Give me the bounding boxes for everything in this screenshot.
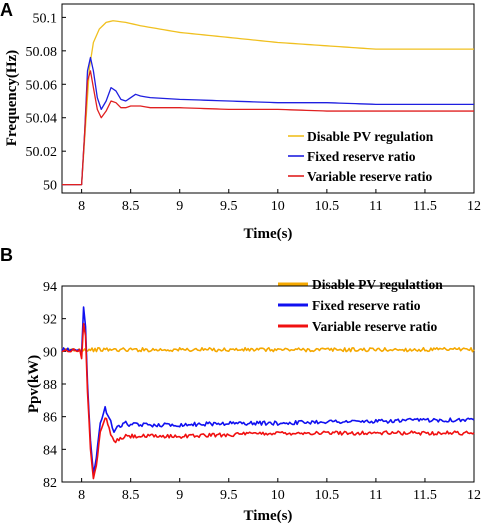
panel-a-xtick-label: 10: [271, 199, 285, 214]
panel-a-ytick-label: 50.06: [26, 78, 58, 93]
legend-b-label-2: Variable reserve ratio: [312, 319, 437, 334]
panel-a-plot-frame: [61, 3, 475, 194]
panel-b-xtick-label: 8.5: [122, 488, 140, 503]
panel-a-letter: A: [0, 0, 13, 20]
panel-b-series: [61, 306, 475, 480]
panel-a-xtick-label: 10.5: [315, 199, 340, 214]
panel-b-xtick-label: 9: [176, 488, 183, 503]
panel-a-series: [62, 20, 474, 186]
panel-a-xtick-label: 11: [369, 199, 382, 214]
panel-b-ylabel: Ppv(kW): [26, 355, 42, 413]
panel-a-ylabel: Frequency(Hz): [4, 50, 20, 146]
panel-b-xtick-label: 8: [78, 488, 85, 503]
panel-b-xtick-label: 11: [369, 488, 382, 503]
panel-b-ytick-label: 82: [43, 476, 57, 491]
panel-a-xlabel: Time(s): [244, 226, 293, 242]
panel-a-xtick-label: 9: [176, 199, 183, 214]
panel-a-xtick-label: 9.5: [220, 199, 238, 214]
panel-b-legend: Disable PV regulattion Fixed reserve rat…: [278, 277, 443, 334]
panel-b-series-line-0: [61, 346, 475, 353]
panel-b-series-line-2: [61, 322, 475, 480]
panel-b-xtick-label: 10.5: [315, 488, 340, 503]
panel-a-series-line-0: [62, 20, 474, 186]
panel-a-ticks: 8 8.5 9 9.5 10 10.5 11 11.5 12 50 50.02 50.04 50.06 5…: [26, 11, 482, 214]
panel-a-ytick-label: 50.08: [26, 45, 58, 60]
panel-b: B 8 8.5 9 9.5 10 10.5 11 11.5 12 82 84 86 88 90 92 94 T…: [0, 245, 481, 524]
panel-b-ytick-label: 90: [43, 345, 57, 360]
panel-b-series-line-1: [61, 306, 475, 474]
panel-b-ytick-label: 94: [43, 280, 57, 295]
panel-a-ytick-label: 50: [43, 179, 57, 194]
panel-b-plot-frame: [61, 285, 475, 483]
legend-a-label-1: Fixed reserve ratio: [307, 149, 416, 164]
panel-a-xtick-label: 12: [467, 199, 481, 214]
panel-a-xtick-label: 8: [78, 199, 85, 214]
panel-b-ytick-label: 86: [43, 411, 57, 426]
panel-a-series-line-2: [62, 70, 474, 186]
legend-a-label-0: Disable PV regulation: [307, 129, 434, 144]
panel-b-ticks: 8 8.5 9 9.5 10 10.5 11 11.5 12 82 84 86 88 90 92 94: [43, 280, 481, 503]
panel-b-ytick-label: 92: [43, 313, 57, 328]
panel-b-xtick-label: 9.5: [220, 488, 238, 503]
panel-a-series-line-1: [62, 56, 474, 186]
legend-b-label-1: Fixed reserve ratio: [312, 298, 421, 313]
panel-b-xtick-label: 10: [271, 488, 285, 503]
legend-a-label-2: Variable reserve ratio: [307, 169, 432, 184]
panel-a: A 8 8.5 9 9.5 10 10.5 11 11.5 12 50 50.02 50.04 50.0…: [0, 0, 481, 242]
panel-b-letter: B: [0, 245, 13, 265]
panel-b-xlabel: Time(s): [244, 508, 293, 524]
panel-b-xtick-label: 12: [467, 488, 481, 503]
panel-a-xtick-label: 8.5: [122, 199, 140, 214]
panel-b-ytick-label: 84: [43, 443, 57, 458]
panel-a-ytick-label: 50.1: [33, 11, 58, 26]
panel-a-xtick-label: 11.5: [413, 199, 437, 214]
panel-a-ytick-label: 50.04: [26, 112, 58, 127]
panel-a-legend: Disable PV regulation Fixed reserve rati…: [288, 129, 434, 184]
legend-b-label-0: Disable PV regulattion: [312, 277, 443, 292]
panel-a-ytick-label: 50.02: [26, 145, 58, 160]
panel-b-ytick-label: 88: [43, 378, 57, 393]
panel-b-xtick-label: 11.5: [413, 488, 437, 503]
